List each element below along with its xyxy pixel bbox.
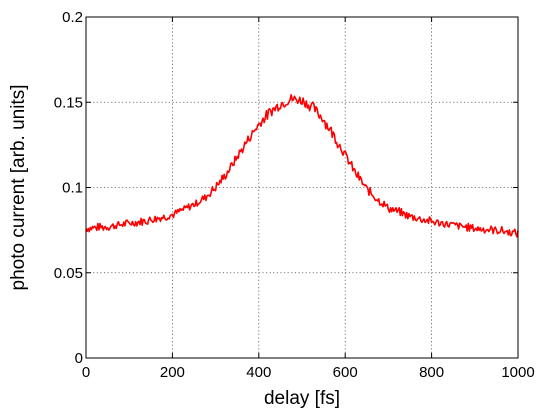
y-tick-label: 0: [75, 350, 83, 367]
x-tick-label: 200: [160, 364, 185, 381]
x-tick-label: 600: [333, 364, 358, 381]
y-tick-label: 0.1: [62, 180, 83, 197]
y-tick-label: 0.2: [62, 9, 83, 26]
x-tick-label: 0: [82, 364, 90, 381]
series-line: [85, 94, 519, 238]
y-tick-label: 0.05: [54, 265, 83, 282]
x-tick-label: 800: [419, 364, 444, 381]
y-tick-label: 0.15: [54, 94, 83, 111]
ticks: 0 200 400 600 800 1000 0 0.05 0.1 0.15 0.2: [54, 9, 535, 381]
x-tick-label: 400: [246, 364, 271, 381]
series-layer: [85, 94, 519, 238]
x-axis-label: delay [fs]: [264, 388, 340, 409]
y-axis-label: photo current [arb. units]: [8, 85, 29, 291]
x-tick-label: 1000: [501, 364, 534, 381]
